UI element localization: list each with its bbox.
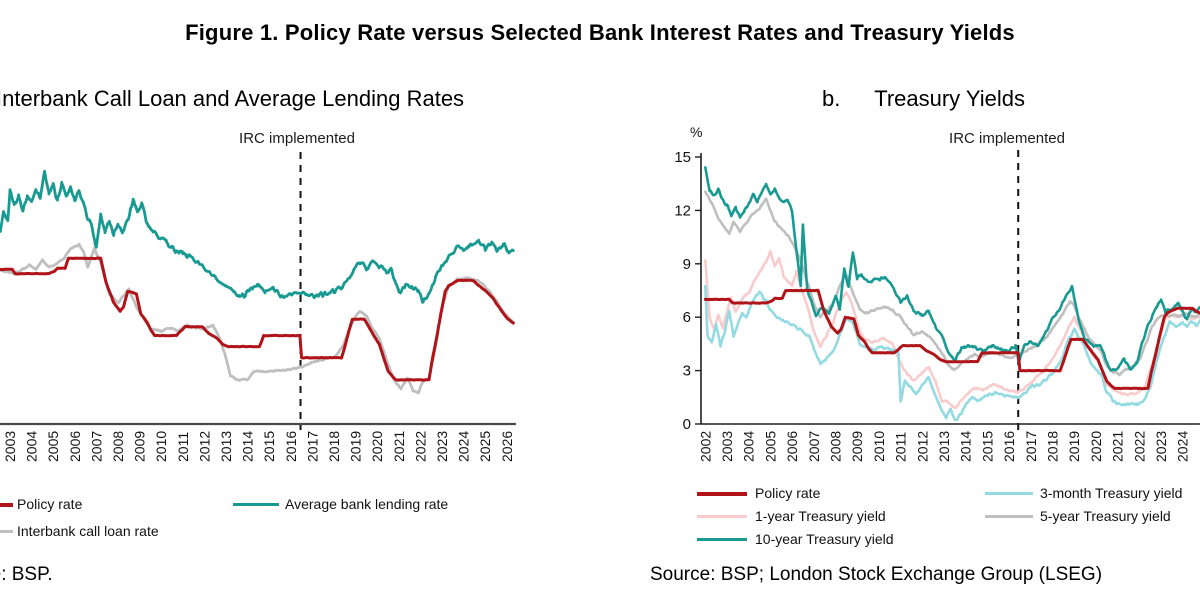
panel-b-source: Source: BSP; London Stock Exchange Group… [650, 564, 1103, 585]
legend-swatch-lending-rate [233, 503, 279, 507]
x-tick-label: 2008 [828, 431, 844, 462]
series-line-interbank-call-loan-rate [0, 242, 515, 395]
legend-label-1y-yield: 1-year Treasury yield [755, 508, 886, 524]
legend-label-5y-yield: 5-year Treasury yield [1040, 508, 1171, 524]
figure-title: Figure 1. Policy Rate versus Selected Ba… [185, 20, 1015, 45]
legend-swatch-policy-rate-a [0, 503, 13, 507]
y-tick-label: 15 [674, 149, 691, 166]
x-tick-label: 2022 [412, 431, 428, 462]
x-tick-label: 2004 [741, 431, 757, 462]
panel-a-source: Source: BSP. [0, 564, 53, 585]
legend-swatch-interbank-rate [0, 530, 13, 534]
y-tick-label: 3 [683, 363, 691, 380]
x-tick-label: 2019 [1066, 431, 1082, 462]
x-tick-label: 2011 [175, 432, 191, 462]
legend-swatch-policy-rate-b [697, 492, 747, 496]
x-tick-label: 2018 [326, 431, 342, 462]
x-tick-label: 2015 [261, 431, 277, 462]
x-tick-label: 2006 [67, 431, 83, 462]
x-tick-label: 2014 [958, 431, 974, 462]
legend-swatch-10y-yield [697, 538, 747, 542]
x-tick-label: 2025 [1196, 431, 1200, 462]
x-tick-label: 2013 [936, 431, 952, 462]
x-tick-label: 2023 [1153, 431, 1169, 462]
y-tick-label: 9 [683, 256, 691, 273]
x-tick-label: 2014 [240, 431, 256, 462]
x-tick-label: 2009 [132, 431, 148, 462]
x-tick-label: 2025 [477, 431, 493, 462]
x-tick-label: 2024 [456, 431, 472, 462]
x-tick-label: 2026 [499, 431, 515, 462]
x-tick-label: 2008 [110, 431, 126, 462]
x-tick-label: 2022 [1131, 431, 1147, 462]
x-tick-label: 2005 [762, 431, 778, 462]
x-tick-label: 2003 [719, 431, 735, 462]
x-tick-label: 2020 [369, 431, 385, 462]
y-tick-label: 6 [683, 309, 691, 326]
x-tick-label: 2018 [1045, 431, 1061, 462]
x-tick-label: 2015 [979, 431, 995, 462]
panel-a-irc-annotation: IRC implemented [239, 130, 355, 147]
x-tick-label: 2006 [784, 431, 800, 462]
x-tick-label: 2021 [1110, 431, 1126, 462]
legend-label-policy-rate-a: Policy rate [17, 496, 83, 512]
chart-b-canvas: 0 3 6 9 12 15 2002 2003 2004 2005 2006 2007 2008 2009… [674, 149, 1200, 462]
x-tick-label: 2012 [196, 431, 212, 462]
chart-a-canvas: 2002200320042005200620072008200920102011… [0, 152, 516, 462]
legend-label-interbank-rate: Interbank call loan rate [17, 523, 159, 539]
x-tick-label: 2007 [806, 431, 822, 462]
y-tick-label: 12 [674, 202, 691, 219]
x-tick-label: 2007 [88, 431, 104, 462]
series-line-1-year-treasury-yield [704, 249, 1200, 410]
panel-b-irc-annotation: IRC implemented [949, 130, 1065, 147]
x-tick-label: 2010 [153, 431, 169, 462]
x-tick-label: 2013 [218, 431, 234, 462]
legend-label-lending-rate: Average bank lending rate [285, 496, 449, 512]
legend-label-policy-rate-b: Policy rate [755, 485, 821, 501]
legend-label-10y-yield: 10-year Treasury yield [755, 531, 894, 547]
x-tick-label: 2009 [849, 431, 865, 462]
x-tick-label: 2010 [871, 431, 887, 462]
panel-b-subtitle-prefix: b. [822, 86, 841, 111]
x-tick-label: 2002 [697, 431, 713, 462]
x-tick-label: 2021 [391, 431, 407, 462]
x-tick-label: 2017 [1023, 431, 1039, 462]
x-tick-label: 2023 [434, 431, 450, 462]
x-tick-label: 2004 [24, 431, 40, 462]
x-tick-label: 2005 [45, 431, 61, 462]
panel-b-subtitle-text: Treasury Yields [874, 86, 1026, 111]
series-line-3-month-treasury-yield [704, 284, 1200, 422]
legend-swatch-1y-yield [697, 515, 747, 519]
legend-swatch-5y-yield [985, 515, 1033, 519]
x-tick-label: 2016 [1001, 431, 1017, 462]
x-tick-label: 2012 [914, 431, 930, 462]
x-tick-label: 2017 [304, 431, 320, 462]
y-tick-label: 0 [683, 416, 691, 433]
series-line-policy-rate [703, 288, 1200, 391]
x-tick-label: 2024 [1175, 431, 1191, 462]
series-line-5-year-treasury-yield [704, 190, 1200, 377]
panel-a-subtitle: Interbank Call Loan and Average Lending … [0, 86, 465, 111]
legend-label-3m-yield: 3-month Treasury yield [1040, 485, 1183, 501]
x-tick-label: 2003 [2, 431, 18, 462]
series-line-10-year-treasury-yield [704, 166, 1200, 372]
series-line-average-bank-lending-rate [0, 169, 515, 304]
x-tick-label: 2011 [893, 432, 909, 462]
legend-swatch-3m-yield [985, 492, 1033, 496]
panel-b-subtitle: b. Treasury Yields [822, 86, 1025, 112]
x-tick-label: 2019 [348, 431, 364, 462]
x-tick-label: 2020 [1088, 431, 1104, 462]
x-tick-label: 2016 [283, 431, 299, 462]
panel-b-percent-label: % [690, 124, 703, 140]
series-line-policy-rate [0, 256, 515, 382]
